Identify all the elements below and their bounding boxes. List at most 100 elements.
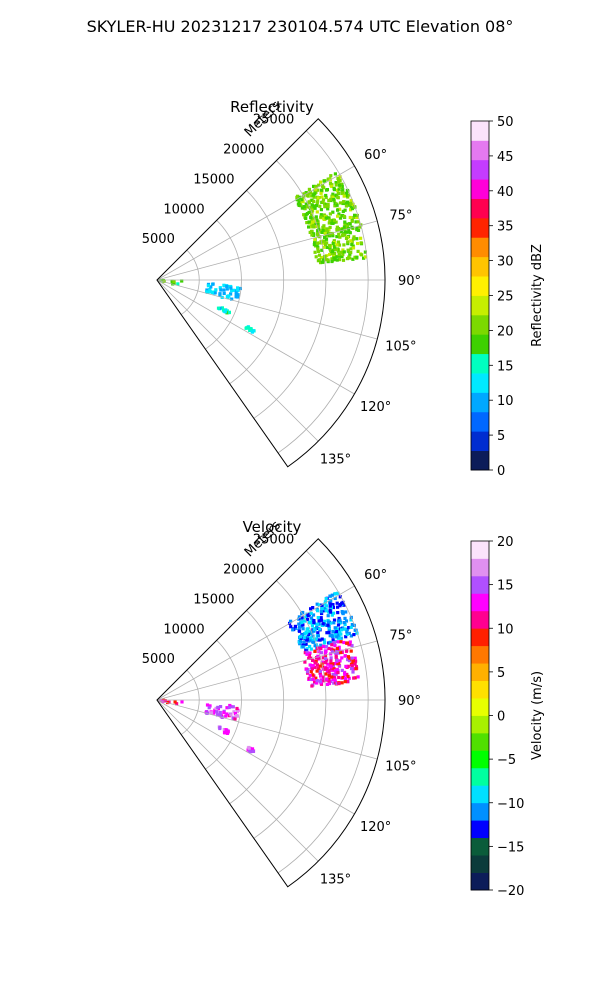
echo-cell xyxy=(349,649,353,653)
echo-cell xyxy=(238,286,242,291)
echo-cell xyxy=(363,250,367,254)
echo-cell xyxy=(332,198,336,202)
echo-cell xyxy=(346,200,350,204)
echo-cell xyxy=(321,228,325,233)
echo-cell xyxy=(310,220,314,224)
echo-cell xyxy=(314,204,319,208)
echo-cell xyxy=(231,705,235,709)
echo-cell xyxy=(162,279,166,283)
echo-cell xyxy=(311,658,315,662)
echo-cell xyxy=(216,713,220,717)
echo-cell xyxy=(307,220,311,224)
echo-cell xyxy=(324,193,328,198)
echo-cell xyxy=(331,195,335,199)
echo-cell xyxy=(229,292,233,296)
echo-cell xyxy=(345,230,349,234)
echo-cell xyxy=(327,674,331,678)
echo-cell xyxy=(330,675,334,679)
echo-cell xyxy=(317,603,321,607)
echo-cell xyxy=(313,644,317,648)
echo-cell xyxy=(347,626,351,630)
echo-cell xyxy=(322,258,326,262)
echo-cell xyxy=(298,635,302,639)
range-ring xyxy=(180,669,200,735)
echo-cell xyxy=(323,623,327,627)
echo-cell xyxy=(328,181,333,185)
echo-cell xyxy=(353,213,357,217)
echo-cell xyxy=(335,258,339,262)
echo-cell xyxy=(225,294,229,298)
echo-cell xyxy=(337,662,341,666)
echo-cell xyxy=(331,664,335,668)
echo-cell xyxy=(342,214,346,219)
echo-cell xyxy=(330,643,334,647)
panel-reflectivity: Reflectivity500010000150002000025000Mete… xyxy=(142,98,545,479)
echo-cell xyxy=(310,203,314,207)
echo-cell xyxy=(337,180,341,184)
echo-cell xyxy=(245,326,249,330)
colorbar-tick-label: 10 xyxy=(497,622,514,637)
panel-velocity: Velocity500010000150002000025000Meters60… xyxy=(142,518,545,899)
echo-cell xyxy=(348,640,352,644)
echo-cell xyxy=(315,243,319,247)
echo-cell xyxy=(349,625,353,629)
theta-tick-label: 135° xyxy=(320,453,351,468)
colorbar-segment xyxy=(471,431,489,452)
echo-cell xyxy=(335,681,339,686)
echo-cell xyxy=(300,198,304,202)
echo-cell xyxy=(309,636,313,640)
echo-cell xyxy=(300,615,304,619)
echo-cell xyxy=(299,639,303,643)
echo-cell xyxy=(342,603,346,607)
echo-cell xyxy=(316,631,320,635)
echo-cell xyxy=(348,252,352,256)
echo-cell xyxy=(335,635,339,639)
echo-cell xyxy=(301,623,305,627)
echo-cell xyxy=(322,217,326,221)
echo-cell xyxy=(209,285,213,289)
echo-cell xyxy=(347,659,351,663)
colorbar-label: Reflectivity dBZ xyxy=(530,244,545,347)
echo-cell xyxy=(330,648,334,652)
colorbar-tick-label: −20 xyxy=(497,884,524,899)
echo-cell xyxy=(329,602,333,606)
echo-cell xyxy=(346,242,350,246)
echo-cell xyxy=(338,621,342,625)
echo-cell xyxy=(318,671,322,675)
r-tick-label: 15000 xyxy=(193,592,234,607)
echo-cell xyxy=(345,630,349,634)
wedge-outline xyxy=(156,538,386,888)
echo-cell xyxy=(339,230,343,234)
echo-cell xyxy=(300,620,304,624)
echo-cell xyxy=(325,677,329,681)
echo-cell xyxy=(317,227,321,231)
echo-cell xyxy=(321,200,325,204)
echo-cell xyxy=(331,192,335,196)
echo-cell xyxy=(316,609,320,613)
echo-cell xyxy=(355,228,359,232)
echo-cell xyxy=(334,670,338,674)
echo-cell xyxy=(305,635,309,639)
colorbar-tick-label: 0 xyxy=(497,710,505,725)
colorbar-segment xyxy=(471,872,489,891)
echo-cell xyxy=(325,188,329,192)
echo-cell xyxy=(331,677,335,682)
theta-tick-label: 105° xyxy=(385,759,416,774)
echo-cell xyxy=(352,676,356,680)
colorbar-segment xyxy=(471,314,489,335)
echo-cell xyxy=(216,306,221,310)
echo-cell xyxy=(335,247,339,251)
colorbar-tick-label: 5 xyxy=(497,429,505,444)
echo-cell xyxy=(338,595,342,599)
echo-cell xyxy=(310,667,314,671)
r-tick-label: 5000 xyxy=(142,232,175,247)
echo-cell xyxy=(359,236,363,240)
echo-cell xyxy=(341,209,345,213)
echo-cell xyxy=(341,675,345,680)
colorbar-tick-label: 25 xyxy=(497,290,514,305)
echo-cell xyxy=(219,288,223,292)
colorbar-segment xyxy=(471,450,489,471)
echo-far-speck-1 xyxy=(217,725,230,735)
wedge-background xyxy=(157,118,385,467)
echo-cell xyxy=(301,610,305,615)
